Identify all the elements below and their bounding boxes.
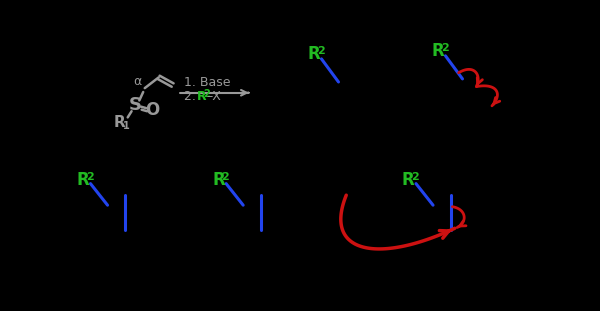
Text: 2: 2 [441, 43, 449, 53]
Text: 2: 2 [203, 89, 209, 99]
Text: –X: –X [206, 90, 221, 103]
Text: 1. Base: 1. Base [184, 76, 230, 89]
Text: S: S [129, 96, 142, 114]
Text: α: α [133, 76, 141, 89]
Text: R: R [114, 114, 126, 129]
Text: R: R [431, 42, 444, 60]
Text: 2: 2 [317, 46, 325, 56]
Text: R: R [197, 90, 206, 103]
Text: 2: 2 [221, 172, 229, 182]
Text: 2.: 2. [184, 90, 199, 103]
Text: R: R [76, 171, 89, 189]
Text: 2: 2 [412, 172, 419, 182]
Text: R: R [212, 171, 225, 189]
Text: 2: 2 [86, 172, 94, 182]
Text: R: R [307, 45, 320, 63]
Text: R: R [402, 171, 415, 189]
Text: O: O [145, 101, 160, 119]
Text: 1: 1 [123, 121, 130, 131]
